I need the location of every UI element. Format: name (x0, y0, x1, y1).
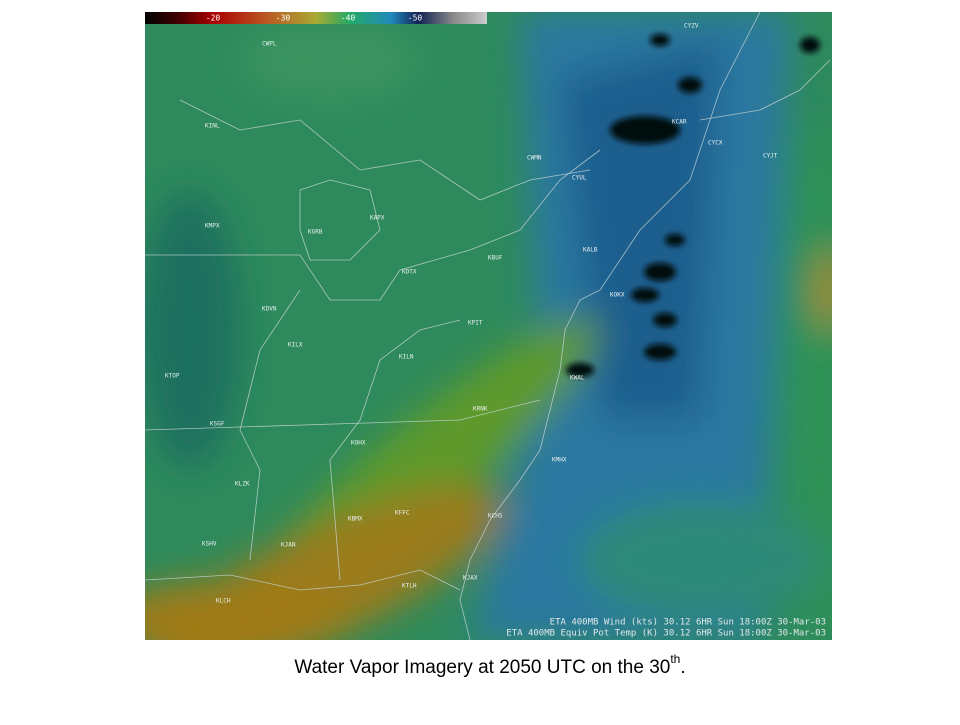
station-label: KDTX (402, 269, 417, 276)
caption-text: Water Vapor Imagery at 2050 UTC on the 3… (294, 657, 670, 678)
station-label: KALB (583, 247, 598, 254)
station-label: KFFC (395, 510, 410, 517)
station-label: KCHS (488, 513, 503, 520)
station-label: KGRB (308, 229, 323, 236)
station-label: KSHV (202, 541, 217, 548)
colorbar-tick-label: -30 (276, 14, 291, 23)
station-label: KLCH (216, 598, 231, 605)
station-label: CWPL (262, 41, 277, 48)
station-label: KINL (205, 123, 220, 130)
map-footer-text: ETA 400MB Wind (kts) 30.12 6HR Sun 18:00… (550, 618, 826, 628)
station-label: KTLH (402, 583, 417, 590)
station-label: KBUF (488, 255, 503, 262)
colorbar-tick-label: -20 (206, 14, 221, 23)
station-label: CYZV (684, 23, 699, 30)
station-label: KMHX (552, 457, 567, 464)
station-label: KRNK (473, 406, 488, 413)
satellite-image: CWPL CYZV KINL CWMN CYUL KCAR CYCX CYJT KMPX KGRB… (145, 12, 832, 640)
station-label: KPIT (468, 320, 483, 327)
station-label: KDVN (262, 306, 277, 313)
station-label: KILN (399, 354, 414, 361)
station-label: KCAR (672, 119, 687, 126)
station-label: KILX (288, 342, 303, 349)
station-label: KJAN (281, 542, 296, 549)
station-label: CWMN (527, 155, 542, 162)
caption-end: . (680, 657, 685, 678)
station-label: KSGF (210, 421, 225, 428)
colorbar-tick-label: -50 (408, 14, 423, 23)
station-label: KMPX (205, 223, 220, 230)
station-label: KBMX (348, 516, 363, 523)
station-label: KAPX (370, 215, 385, 222)
caption-superscript: th (670, 652, 680, 666)
station-label: KJAX (463, 575, 478, 582)
station-label: KTOP (165, 373, 180, 380)
colorbar (145, 12, 487, 24)
station-label: CYUL (572, 175, 587, 182)
caption: Water Vapor Imagery at 2050 UTC on the 3… (294, 652, 685, 678)
station-label: KWAL (570, 375, 585, 382)
map-footer-text: ETA 400MB Equiv Pot Temp (K) 30.12 6HR S… (506, 629, 826, 639)
station-label: KLZK (235, 481, 250, 488)
station-label: CYJT (763, 153, 778, 160)
station-label: CYCX (708, 140, 723, 147)
station-label: KOHX (351, 440, 366, 447)
colorbar-tick-label: -40 (341, 14, 356, 23)
station-label: KOKX (610, 292, 625, 299)
